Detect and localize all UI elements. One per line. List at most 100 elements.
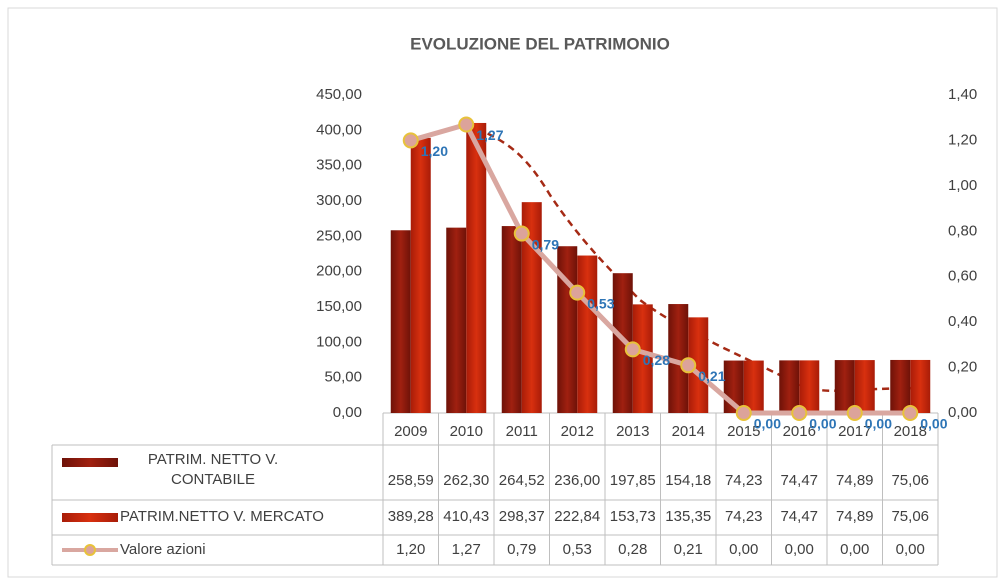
data-label: 0,00: [920, 416, 947, 432]
x-tick-label: 2018: [894, 423, 927, 440]
table-cell: 0,21: [674, 541, 703, 558]
data-label: 0,53: [587, 295, 614, 311]
table-cell: 75,06: [891, 472, 929, 489]
table-cell: 0,28: [618, 541, 647, 558]
table-cell: 75,06: [891, 508, 929, 525]
bar: [501, 226, 522, 413]
table-cell: 74,89: [836, 472, 874, 489]
data-label: 0,00: [754, 416, 781, 432]
y2-tick-label: 1,40: [948, 86, 977, 103]
y-tick-label: 0,00: [333, 404, 362, 421]
data-label: 0,79: [532, 236, 559, 252]
bar: [779, 360, 800, 413]
y-tick-label: 150,00: [316, 298, 362, 315]
x-tick-label: 2012: [561, 423, 594, 440]
marker: [791, 405, 808, 421]
table-cell: 0,79: [507, 541, 536, 558]
legend-key: [62, 513, 118, 522]
x-tick-label: 2014: [672, 423, 705, 440]
table-cell: 236,00: [554, 472, 600, 489]
y2-tick-label: 0,40: [948, 313, 977, 330]
y-tick-label: 250,00: [316, 227, 362, 244]
table-cell: 135,35: [665, 508, 711, 525]
x-tick-label: 2010: [450, 423, 483, 440]
y2-tick-label: 1,20: [948, 131, 977, 148]
bar: [612, 273, 633, 413]
data-label: 0,21: [698, 368, 725, 384]
table-cell: 262,30: [443, 472, 489, 489]
table-cell: 1,20: [396, 541, 425, 558]
x-tick-label: 2015: [727, 423, 760, 440]
table-cell: 74,47: [780, 472, 818, 489]
y-tick-label: 400,00: [316, 121, 362, 138]
marker: [624, 341, 641, 358]
bar: [390, 230, 411, 413]
table-cell: 0,00: [840, 541, 869, 558]
x-tick-label: 2011: [506, 423, 538, 440]
data-label: 0,00: [809, 416, 836, 432]
trendline: [465, 121, 931, 393]
table-cell: 74,89: [836, 508, 874, 525]
bar: [799, 360, 820, 413]
y2-tick-label: 1,00: [948, 177, 977, 194]
table-cell: 264,52: [499, 472, 545, 489]
y-tick-label: 300,00: [316, 192, 362, 209]
bar: [521, 202, 542, 413]
y-tick-label: 50,00: [324, 369, 362, 386]
data-label: 0,00: [865, 416, 892, 432]
legend-label: PATRIM. NETTO V. CONTABILE: [147, 451, 279, 488]
x-tick-label: 2013: [616, 423, 649, 440]
y2-tick-label: 0,00: [948, 404, 977, 421]
marker: [402, 132, 419, 149]
table-cell: 0,53: [563, 541, 592, 558]
y2-tick-label: 0,20: [948, 359, 977, 376]
data-label: 1,27: [476, 127, 503, 143]
x-tick-label: 2016: [783, 423, 816, 440]
bar: [577, 255, 598, 413]
bar: [688, 317, 709, 413]
table-cell: 258,59: [388, 472, 434, 489]
bar: [854, 360, 875, 413]
y2-tick-label: 0,80: [948, 222, 977, 239]
table-cell: 197,85: [610, 472, 656, 489]
bar: [632, 304, 653, 413]
table-cell: 389,28: [388, 508, 434, 525]
bar: [446, 227, 467, 413]
marker: [680, 357, 697, 374]
x-tick-label: 2009: [394, 423, 427, 440]
marker: [735, 405, 752, 421]
table-cell: 74,23: [725, 472, 763, 489]
table-cell: 154,18: [665, 472, 711, 489]
table-cell: 1,27: [452, 541, 481, 558]
line: [410, 122, 911, 416]
marker: [902, 405, 919, 421]
y-tick-label: 350,00: [316, 157, 362, 174]
legend-label: PATRIM.NETTO V. MERCATO: [120, 508, 324, 525]
marker: [846, 405, 863, 421]
bar: [466, 122, 487, 413]
y2-tick-label: 0,60: [948, 268, 977, 285]
chart-title: EVOLUZIONE DEL PATRIMONIO: [410, 34, 670, 53]
marker: [569, 284, 586, 301]
table-cell: 0,00: [729, 541, 758, 558]
x-tick-label: 2017: [838, 423, 871, 440]
table-cell: 74,47: [780, 508, 818, 525]
y-tick-label: 100,00: [316, 333, 362, 350]
bar: [890, 359, 911, 413]
table-cell: 74,23: [725, 508, 763, 525]
table-cell: 410,43: [443, 508, 489, 525]
marker: [458, 116, 475, 133]
table-cell: 298,37: [499, 508, 545, 525]
bar: [743, 360, 764, 413]
bar: [834, 360, 855, 413]
data-label: 1,20: [421, 143, 448, 159]
marker: [513, 225, 530, 242]
table-cell: 0,00: [896, 541, 925, 558]
table-cell: 0,00: [785, 541, 814, 558]
y-tick-label: 450,00: [316, 86, 362, 103]
legend-key: [62, 458, 118, 467]
bar: [910, 359, 931, 413]
table-cell: 153,73: [610, 508, 656, 525]
legend-label-box: PATRIM. NETTO V. CONTABILE: [147, 451, 279, 488]
